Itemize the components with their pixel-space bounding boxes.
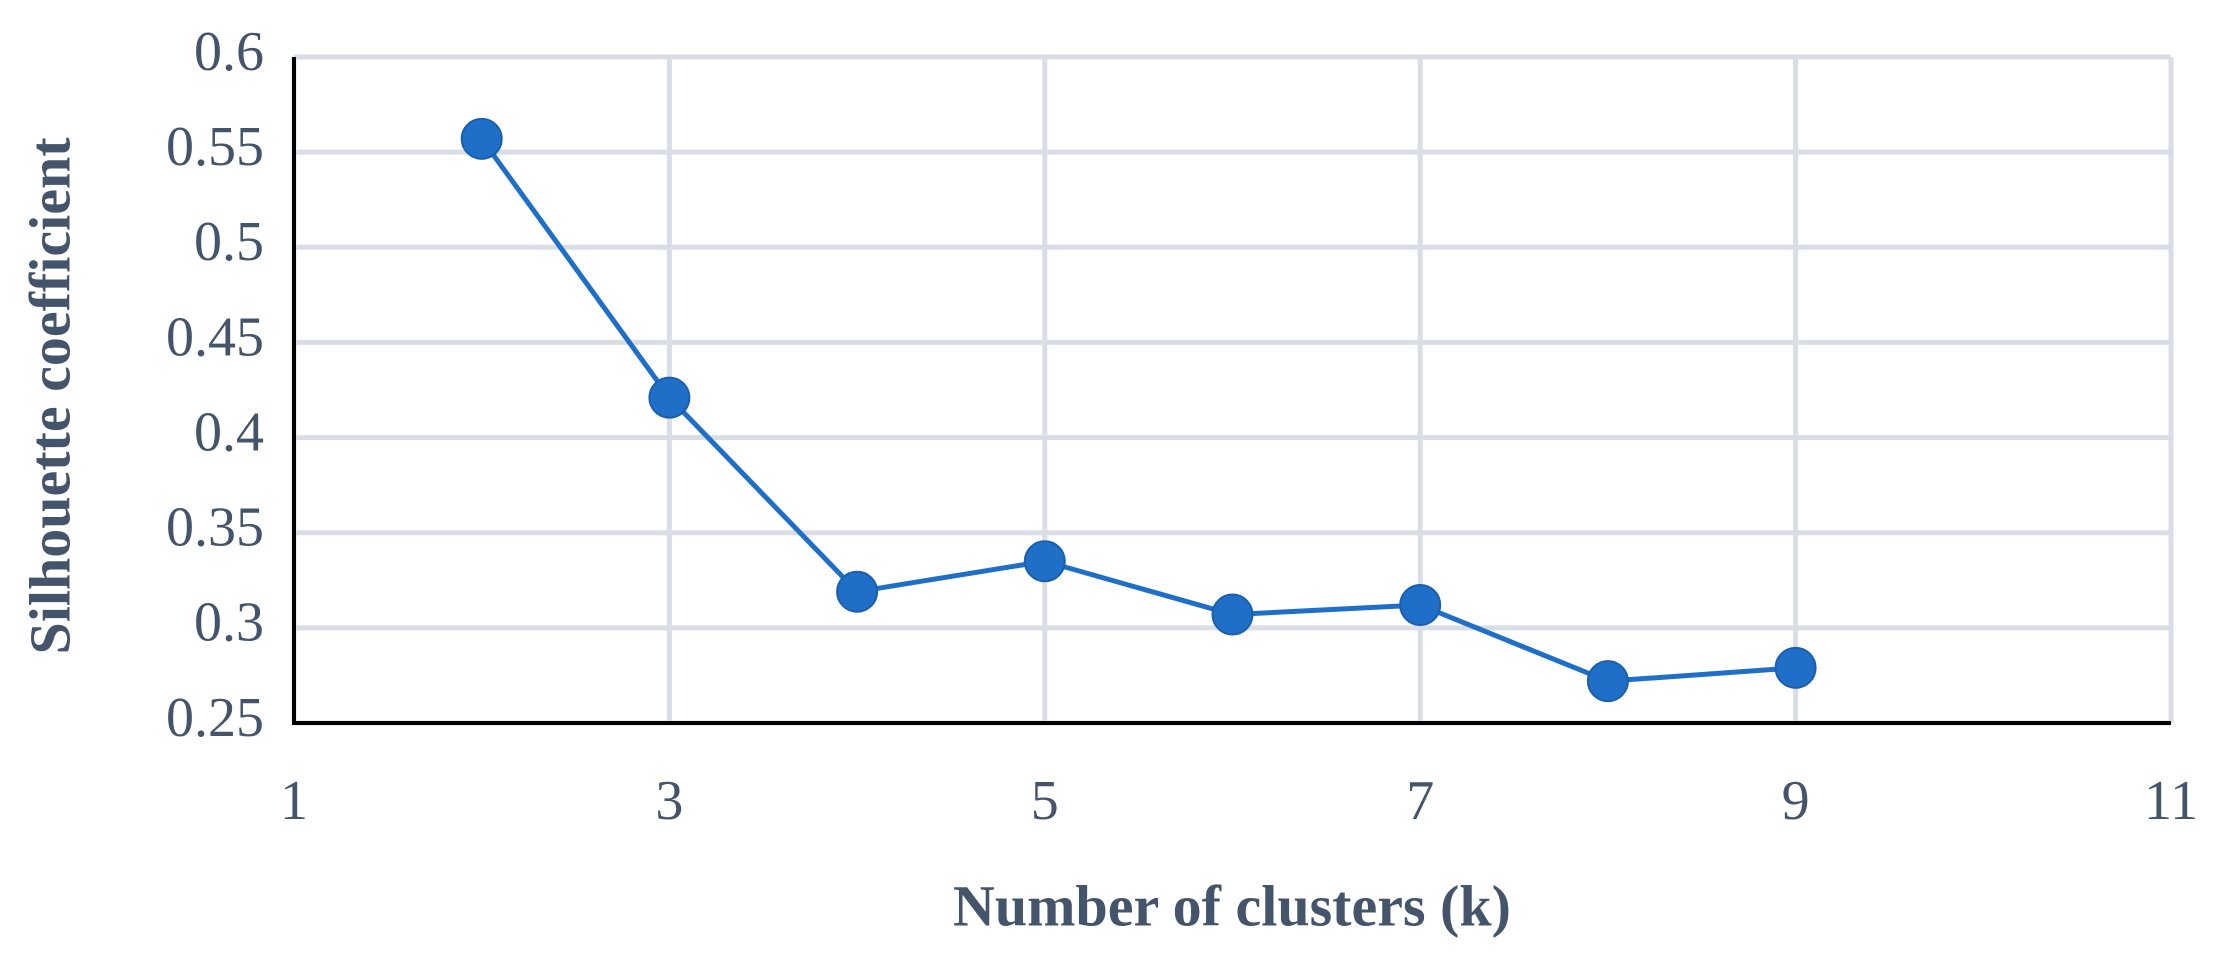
y-axis-title: Silhouette coefficient — [17, 137, 82, 655]
marker — [1211, 593, 1254, 636]
x-tick-label: 11 — [2144, 770, 2198, 832]
y-tick-label: 0.35 — [166, 497, 264, 559]
marker — [460, 117, 503, 160]
marker — [1774, 646, 1817, 689]
marker — [1399, 584, 1442, 627]
y-tick-label: 0.5 — [194, 211, 264, 273]
marker — [836, 570, 879, 613]
y-tick-label: 0.4 — [194, 401, 264, 463]
x-tick-label: 5 — [1031, 770, 1059, 832]
y-tick-label: 0.55 — [166, 116, 264, 178]
marker — [1586, 660, 1629, 703]
y-tick-label: 0.6 — [194, 21, 264, 83]
x-tick-label: 7 — [1406, 770, 1434, 832]
line — [479, 137, 1796, 684]
marker — [648, 376, 691, 419]
x-tick-label: 1 — [280, 770, 308, 832]
y-tick-label: 0.25 — [166, 687, 264, 749]
y-tick-label: 0.45 — [166, 306, 264, 368]
x-tick-label: 3 — [655, 770, 683, 832]
x-axis-title: Number of clusters (k) — [953, 873, 1511, 938]
marker — [1023, 540, 1066, 583]
y-tick-label: 0.3 — [194, 592, 264, 654]
x-tick-label: 9 — [1782, 770, 1810, 832]
